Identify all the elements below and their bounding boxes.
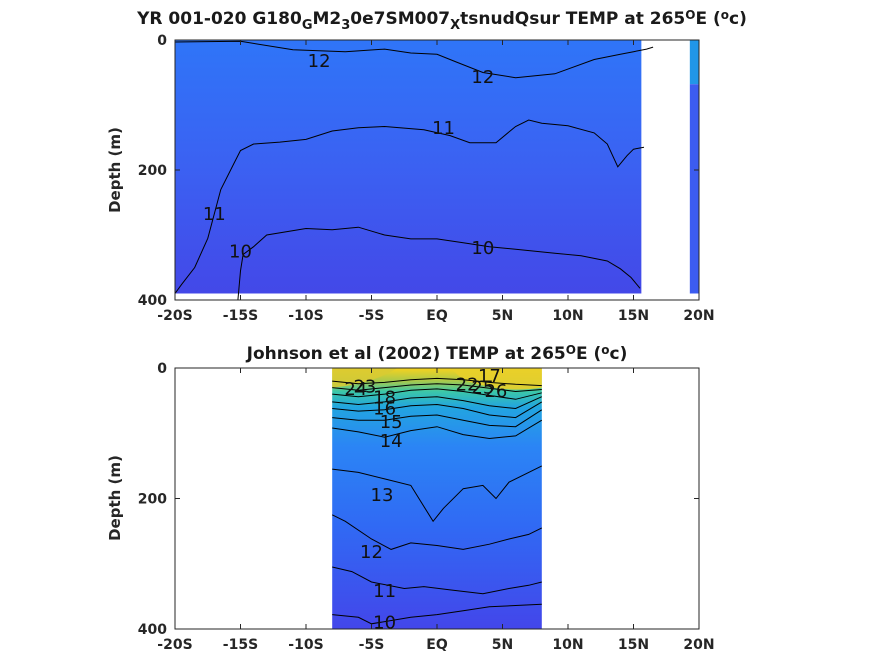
y-tick-label: 0	[157, 33, 167, 49]
title-segment: Johnson et al (2002) TEMP at 265	[246, 344, 566, 364]
contour-label-26: 26	[484, 381, 507, 402]
contour-label-11: 11	[432, 118, 455, 139]
bottom-temperature-field	[332, 368, 542, 629]
x-tick-label: 5N	[492, 308, 513, 324]
contour-line-12	[174, 40, 654, 79]
contour-label-15: 15	[380, 412, 403, 433]
contour-label-23: 23	[353, 376, 376, 397]
contour-line-15	[332, 401, 543, 419]
bottom-y-axis-label: Depth (m)	[106, 455, 124, 541]
x-tick-label: -10S	[288, 637, 323, 653]
title-segment: YR 001-020 G180	[136, 9, 302, 29]
contour-line-10	[332, 603, 542, 625]
title-segment: O	[566, 343, 576, 357]
x-tick-label: 5N	[492, 637, 513, 653]
contour-line-22	[332, 377, 542, 387]
contour-line-13	[332, 465, 543, 523]
contour-label-10: 10	[229, 241, 252, 262]
x-tick-label: -20S	[157, 637, 192, 653]
title-segment: X	[450, 18, 460, 33]
x-tick-label: EQ	[426, 308, 448, 324]
x-tick-label: 15N	[618, 308, 649, 324]
contour-line-13.5	[332, 419, 543, 440]
title-segment: 0e7SM007	[350, 9, 450, 29]
contour-label-11: 11	[203, 204, 226, 225]
y-tick-label: 200	[138, 163, 167, 179]
y-tick-label: 400	[138, 293, 167, 309]
top-contour-lines	[174, 40, 654, 301]
y-tick-label: 200	[138, 492, 167, 508]
x-tick-label: -15S	[223, 637, 258, 653]
top-y-axis-label: Depth (m)	[106, 127, 124, 213]
contour-line-20	[332, 383, 542, 393]
top-field-main	[175, 40, 647, 294]
x-tick-label: -10S	[288, 308, 323, 324]
contour-label-11: 11	[373, 581, 396, 602]
contour-line-14	[332, 409, 543, 428]
y-tick-label: 0	[157, 361, 167, 377]
bottom-y-axis: 0 200 400	[138, 361, 699, 638]
top-missing-data-mask	[641, 40, 688, 300]
contour-label-22: 22	[456, 374, 479, 395]
x-tick-label: 20N	[683, 637, 714, 653]
bottom-contour-lines	[331, 377, 543, 625]
top-temperature-field	[175, 40, 699, 300]
contour-label-17: 17	[478, 366, 501, 387]
contour-line-12	[331, 514, 543, 550]
bottom-panel-title: Johnson et al (2002) TEMP at 265OE (oc)	[246, 343, 628, 364]
top-x-axis: -20S -15S -10S -5S EQ 5N 10N 15N 20N	[157, 40, 715, 324]
title-segment: E (	[576, 344, 601, 364]
title-segment: M2	[312, 9, 341, 29]
x-tick-label: -5S	[359, 637, 385, 653]
contour-label-12: 12	[360, 542, 383, 563]
contour-label-25: 25	[471, 378, 494, 399]
contour-label-16: 16	[373, 398, 396, 419]
contour-label-13: 13	[371, 485, 394, 506]
x-tick-label: -20S	[157, 308, 192, 324]
contour-label-12: 12	[308, 51, 331, 72]
x-tick-label: 15N	[618, 637, 649, 653]
top-field-edge-strip-deep	[689, 84, 699, 294]
contour-label-10: 10	[471, 238, 494, 259]
contour-label-24: 24	[344, 379, 367, 400]
contour-line-16	[332, 396, 543, 410]
top-y-axis: 0 200 400	[138, 33, 699, 309]
title-segment: tsnudQsur TEMP at 265	[460, 9, 685, 29]
bottom-panel: Johnson et al (2002) TEMP at 265OE (oc) …	[106, 343, 715, 653]
top-field-edge-strip	[689, 40, 699, 85]
title-segment: o	[601, 343, 609, 357]
contour-label-14: 14	[380, 431, 403, 452]
contour-label-18: 18	[373, 387, 396, 408]
contour-line-10	[237, 226, 641, 301]
title-segment: 3	[341, 18, 350, 33]
x-tick-label: 10N	[552, 308, 583, 324]
title-segment: G	[302, 18, 313, 33]
contour-line-11	[174, 119, 645, 294]
contour-line-18	[332, 388, 542, 400]
title-segment: E (	[695, 9, 720, 29]
bottom-x-axis: -20S -15S -10S -5S EQ 5N 10N 15N 20N	[157, 368, 715, 653]
x-tick-label: -5S	[359, 308, 385, 324]
x-tick-label: -15S	[223, 308, 258, 324]
contour-label-12: 12	[471, 67, 494, 88]
y-tick-label: 400	[138, 622, 167, 638]
title-segment: o	[721, 8, 729, 22]
bottom-field-main	[332, 368, 542, 629]
contour-label-10: 10	[373, 612, 396, 633]
contour-line-11	[332, 566, 542, 595]
x-tick-label: 10N	[552, 637, 583, 653]
top-panel-title: YR 001-020 G180GM230e7SM007XtsnudQsur TE…	[136, 8, 747, 32]
top-panel: YR 001-020 G180GM230e7SM007XtsnudQsur TE…	[106, 8, 747, 324]
title-segment: c)	[610, 344, 628, 364]
x-tick-label: 20N	[683, 308, 714, 324]
title-segment: O	[685, 8, 695, 22]
x-tick-label: EQ	[426, 637, 448, 653]
title-segment: c)	[729, 9, 747, 29]
